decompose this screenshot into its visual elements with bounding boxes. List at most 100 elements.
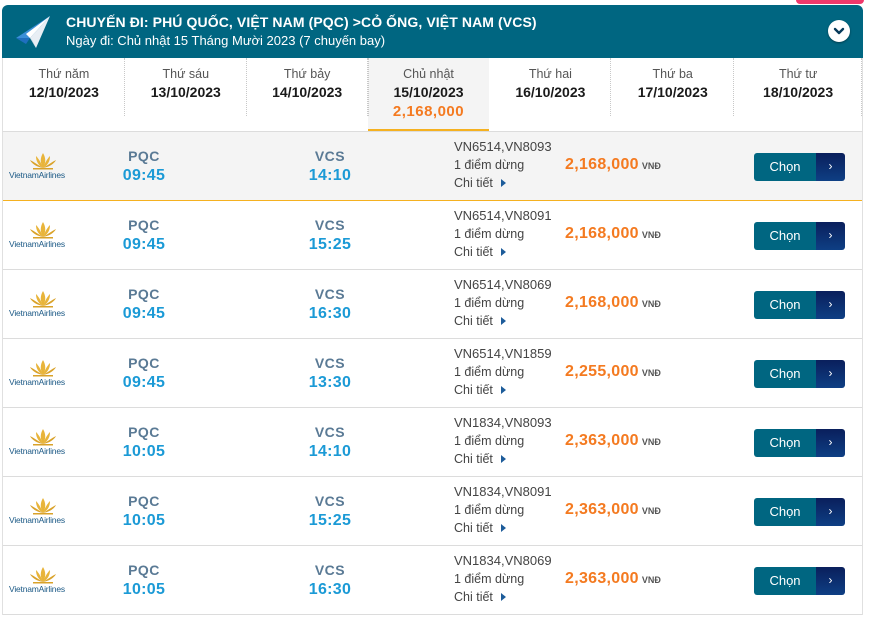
airline-name: VietnamAirlines [9, 446, 65, 456]
fare-price: 2,363,000 VNĐ [565, 570, 661, 588]
date-tab-13-10-2023[interactable]: Thứ sáu 13/10/2023 [125, 58, 247, 131]
details-link[interactable]: Chi tiết [454, 245, 506, 259]
arrival-airport: VCS [314, 424, 346, 440]
departure-airport: PQC [128, 493, 160, 509]
chevron-right-icon: › [816, 153, 845, 181]
lotus-icon [30, 291, 56, 308]
date-tab-day: Chủ nhật [403, 67, 454, 81]
details-link[interactable]: Chi tiết [454, 452, 506, 466]
caret-right-icon [500, 179, 506, 187]
date-tab-date: 16/10/2023 [515, 84, 586, 100]
price-currency: VNĐ [641, 437, 661, 447]
details-link[interactable]: Chi tiết [454, 383, 506, 397]
date-tab-divider [733, 58, 735, 116]
date-tab-date: 18/10/2023 [763, 84, 834, 100]
select-flight-button[interactable]: Chọn › [754, 567, 845, 595]
caret-right-icon [500, 455, 506, 463]
stops-info: 1 điểm dừng [454, 365, 525, 379]
date-tab-17-10-2023[interactable]: Thứ ba 17/10/2023 [611, 58, 735, 131]
price-currency: VNĐ [641, 299, 661, 309]
airline-name: VietnamAirlines [9, 377, 65, 387]
date-selector: Thứ năm 12/10/2023 Thứ sáu 13/10/2023 Th… [2, 58, 863, 132]
flight-row[interactable]: VietnamAirlines PQC 10:05 VCS 16:30 VN18… [3, 546, 862, 615]
select-flight-button[interactable]: Chọn › [754, 429, 845, 457]
date-tab-day: Thứ năm [38, 67, 90, 81]
stops-info: 1 điểm dừng [454, 296, 525, 310]
flight-numbers: VN1834,VN8091 [454, 484, 552, 499]
date-tab-14-10-2023[interactable]: Thứ bảy 14/10/2023 [247, 58, 368, 131]
collapse-button[interactable] [828, 20, 850, 42]
flight-numbers: VN6514,VN8069 [454, 277, 552, 292]
lotus-icon [30, 429, 56, 446]
stops-info: 1 điểm dừng [454, 227, 525, 241]
airline-logo: VietnamAirlines [8, 152, 78, 182]
departure-airport: PQC [128, 217, 160, 233]
departure-time: 10:05 [122, 512, 166, 529]
flight-row[interactable]: VietnamAirlines PQC 09:45 VCS 15:25 VN65… [3, 201, 862, 270]
flight-numbers: VN1834,VN8093 [454, 415, 552, 430]
flight-numbers: VN6514,VN8093 [454, 139, 552, 154]
stops-info: 1 điểm dừng [454, 158, 525, 172]
arrival-airport: VCS [314, 355, 346, 371]
select-flight-button[interactable]: Chọn › [754, 360, 845, 388]
airline-logo: VietnamAirlines [8, 221, 78, 251]
arrival-time: 14:10 [308, 167, 352, 184]
arrival-airport: VCS [314, 562, 346, 578]
flight-row[interactable]: VietnamAirlines PQC 09:45 VCS 14:10 VN65… [3, 132, 862, 201]
flight-row[interactable]: VietnamAirlines PQC 09:45 VCS 16:30 VN65… [3, 270, 862, 339]
lotus-icon [30, 153, 56, 170]
top-pink-tab[interactable] [796, 0, 864, 4]
airline-name: VietnamAirlines [9, 515, 65, 525]
date-tab-16-10-2023[interactable]: Thứ hai 16/10/2023 [489, 58, 612, 131]
details-link[interactable]: Chi tiết [454, 176, 506, 190]
fare-price: 2,255,000 VNĐ [565, 363, 661, 381]
flight-row[interactable]: VietnamAirlines PQC 10:05 VCS 14:10 VN18… [3, 408, 862, 477]
details-link[interactable]: Chi tiết [454, 590, 506, 604]
price-amount: 2,168,000 [565, 294, 639, 311]
details-label: Chi tiết [454, 176, 493, 190]
trip-header: CHUYẾN ĐI: PHÚ QUỐC, VIỆT NAM (PQC) >CỎ … [2, 5, 863, 58]
departure-airport: PQC [128, 562, 160, 578]
date-tab-15-10-2023[interactable]: Chủ nhật 15/10/2023 2,168,000 [367, 58, 490, 131]
date-tab-day: Thứ bảy [283, 67, 331, 81]
trip-title: CHUYẾN ĐI: PHÚ QUỐC, VIỆT NAM (PQC) >CỎ … [66, 14, 537, 30]
select-flight-button[interactable]: Chọn › [754, 498, 845, 526]
stops-info: 1 điểm dừng [454, 434, 525, 448]
price-currency: VNĐ [641, 161, 661, 171]
select-button-label: Chọn [754, 291, 816, 319]
select-flight-button[interactable]: Chọn › [754, 291, 845, 319]
date-tab-day: Thứ ba [652, 67, 693, 81]
date-tab-date: 17/10/2023 [637, 84, 708, 100]
details-link[interactable]: Chi tiết [454, 521, 506, 535]
airline-name: VietnamAirlines [9, 584, 65, 594]
select-flight-button[interactable]: Chọn › [754, 222, 845, 250]
caret-right-icon [500, 593, 506, 601]
price-amount: 2,168,000 [565, 225, 639, 242]
details-label: Chi tiết [454, 245, 493, 259]
flight-list: VietnamAirlines PQC 09:45 VCS 14:10 VN65… [2, 132, 863, 615]
details-label: Chi tiết [454, 452, 493, 466]
airline-logo: VietnamAirlines [8, 497, 78, 527]
price-amount: 2,363,000 [565, 501, 639, 518]
fare-price: 2,363,000 VNĐ [565, 501, 661, 519]
lotus-icon [30, 360, 56, 377]
date-tab-12-10-2023[interactable]: Thứ năm 12/10/2023 [3, 58, 125, 131]
arrival-airport: VCS [314, 217, 346, 233]
details-link[interactable]: Chi tiết [454, 314, 506, 328]
airline-name: VietnamAirlines [9, 308, 65, 318]
fare-price: 2,168,000 VNĐ [565, 156, 661, 174]
flight-row[interactable]: VietnamAirlines PQC 10:05 VCS 15:25 VN18… [3, 477, 862, 546]
airline-logo: VietnamAirlines [8, 428, 78, 458]
arrival-airport: VCS [314, 286, 346, 302]
chevron-right-icon: › [816, 429, 845, 457]
price-currency: VNĐ [641, 368, 661, 378]
select-flight-button[interactable]: Chọn › [754, 153, 845, 181]
flight-numbers: VN1834,VN8069 [454, 553, 552, 568]
flight-row[interactable]: VietnamAirlines PQC 09:45 VCS 13:30 VN65… [3, 339, 862, 408]
date-tab-18-10-2023[interactable]: Thứ tư 18/10/2023 [734, 58, 862, 131]
lotus-icon [30, 567, 56, 584]
arrival-time: 16:30 [308, 305, 352, 322]
airline-name: VietnamAirlines [9, 239, 65, 249]
select-button-label: Chọn [754, 567, 816, 595]
price-currency: VNĐ [641, 575, 661, 585]
